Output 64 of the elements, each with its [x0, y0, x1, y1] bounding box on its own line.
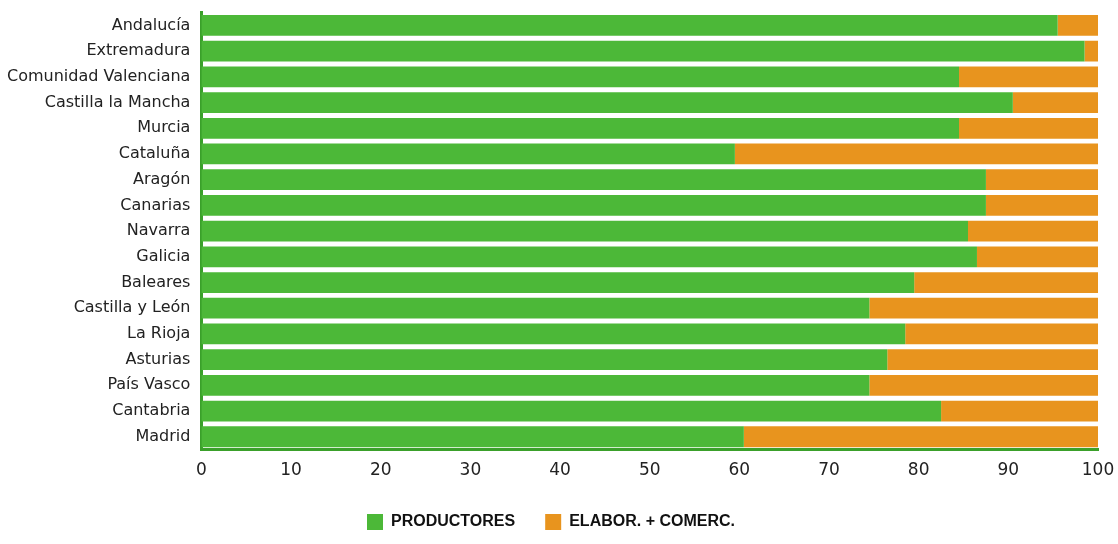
- bar: [743, 426, 1098, 448]
- y-tick-label: Aragón: [132, 168, 191, 188]
- bar: [941, 400, 1098, 422]
- bar: [201, 349, 888, 371]
- bar: [914, 272, 1098, 293]
- bar: [201, 426, 744, 448]
- y-tick-label: País Vasco: [107, 374, 191, 394]
- x-tick-label: 60: [728, 459, 751, 480]
- y-tick-label: Canarias: [120, 194, 191, 214]
- x-tick-label: 100: [1081, 459, 1115, 480]
- bar: [869, 297, 1098, 319]
- bar: [201, 400, 942, 422]
- legend-label: PRODUCTORES: [391, 512, 516, 530]
- bar: [201, 297, 870, 319]
- bar: [201, 169, 986, 191]
- y-tick-label: Comunidad Valenciana: [7, 66, 191, 86]
- bar: [1084, 40, 1098, 62]
- bar: [201, 143, 735, 165]
- bar: [201, 246, 977, 268]
- y-tick-label: Andalucía: [111, 14, 191, 34]
- bar: [201, 40, 1085, 62]
- bar: [959, 66, 1098, 88]
- bar: [201, 92, 1013, 113]
- x-tick-label: 10: [280, 459, 302, 480]
- bar: [201, 272, 915, 293]
- y-tick-label: Castilla la Mancha: [44, 91, 191, 111]
- bar: [869, 374, 1098, 396]
- legend-label: ELABOR. + COMERC.: [569, 512, 735, 530]
- bar: [1057, 15, 1098, 36]
- x-tick-label: 50: [638, 459, 661, 480]
- bar: [201, 15, 1058, 36]
- y-tick-label: Baleares: [121, 271, 191, 291]
- bar: [734, 143, 1098, 165]
- bar: [905, 323, 1098, 345]
- y-tick-label: Galicia: [136, 245, 191, 265]
- x-tick-label: 0: [195, 459, 207, 480]
- y-tick-label: Cataluña: [118, 143, 191, 163]
- bar: [201, 220, 968, 242]
- y-tick-label: Cantabria: [112, 400, 191, 420]
- y-tick-label: Murcia: [137, 117, 191, 137]
- bar: [201, 323, 906, 345]
- x-tick-label: 70: [818, 459, 840, 480]
- bar: [887, 349, 1098, 371]
- x-tick-label: 20: [369, 459, 392, 480]
- y-tick-label: Madrid: [135, 425, 191, 445]
- bar: [985, 169, 1098, 191]
- x-tick-label: 30: [459, 459, 482, 480]
- x-tick-label: 90: [997, 459, 1020, 480]
- bar: [201, 374, 870, 396]
- y-tick-label: Castilla y León: [73, 297, 191, 317]
- x-tick-label: 80: [907, 459, 930, 480]
- bar: [1012, 92, 1098, 113]
- bar: [985, 195, 1098, 216]
- bar: [201, 117, 960, 139]
- bar: [976, 246, 1098, 268]
- bar: [201, 66, 960, 88]
- y-tick-label: La Rioja: [127, 323, 191, 343]
- bar: [959, 117, 1098, 139]
- y-tick-label: Extremadura: [86, 40, 191, 60]
- x-tick-label: 40: [549, 459, 571, 480]
- bar: [967, 220, 1098, 242]
- bar: [201, 195, 986, 216]
- y-tick-label: Asturias: [125, 348, 191, 368]
- y-tick-label: Navarra: [126, 220, 191, 240]
